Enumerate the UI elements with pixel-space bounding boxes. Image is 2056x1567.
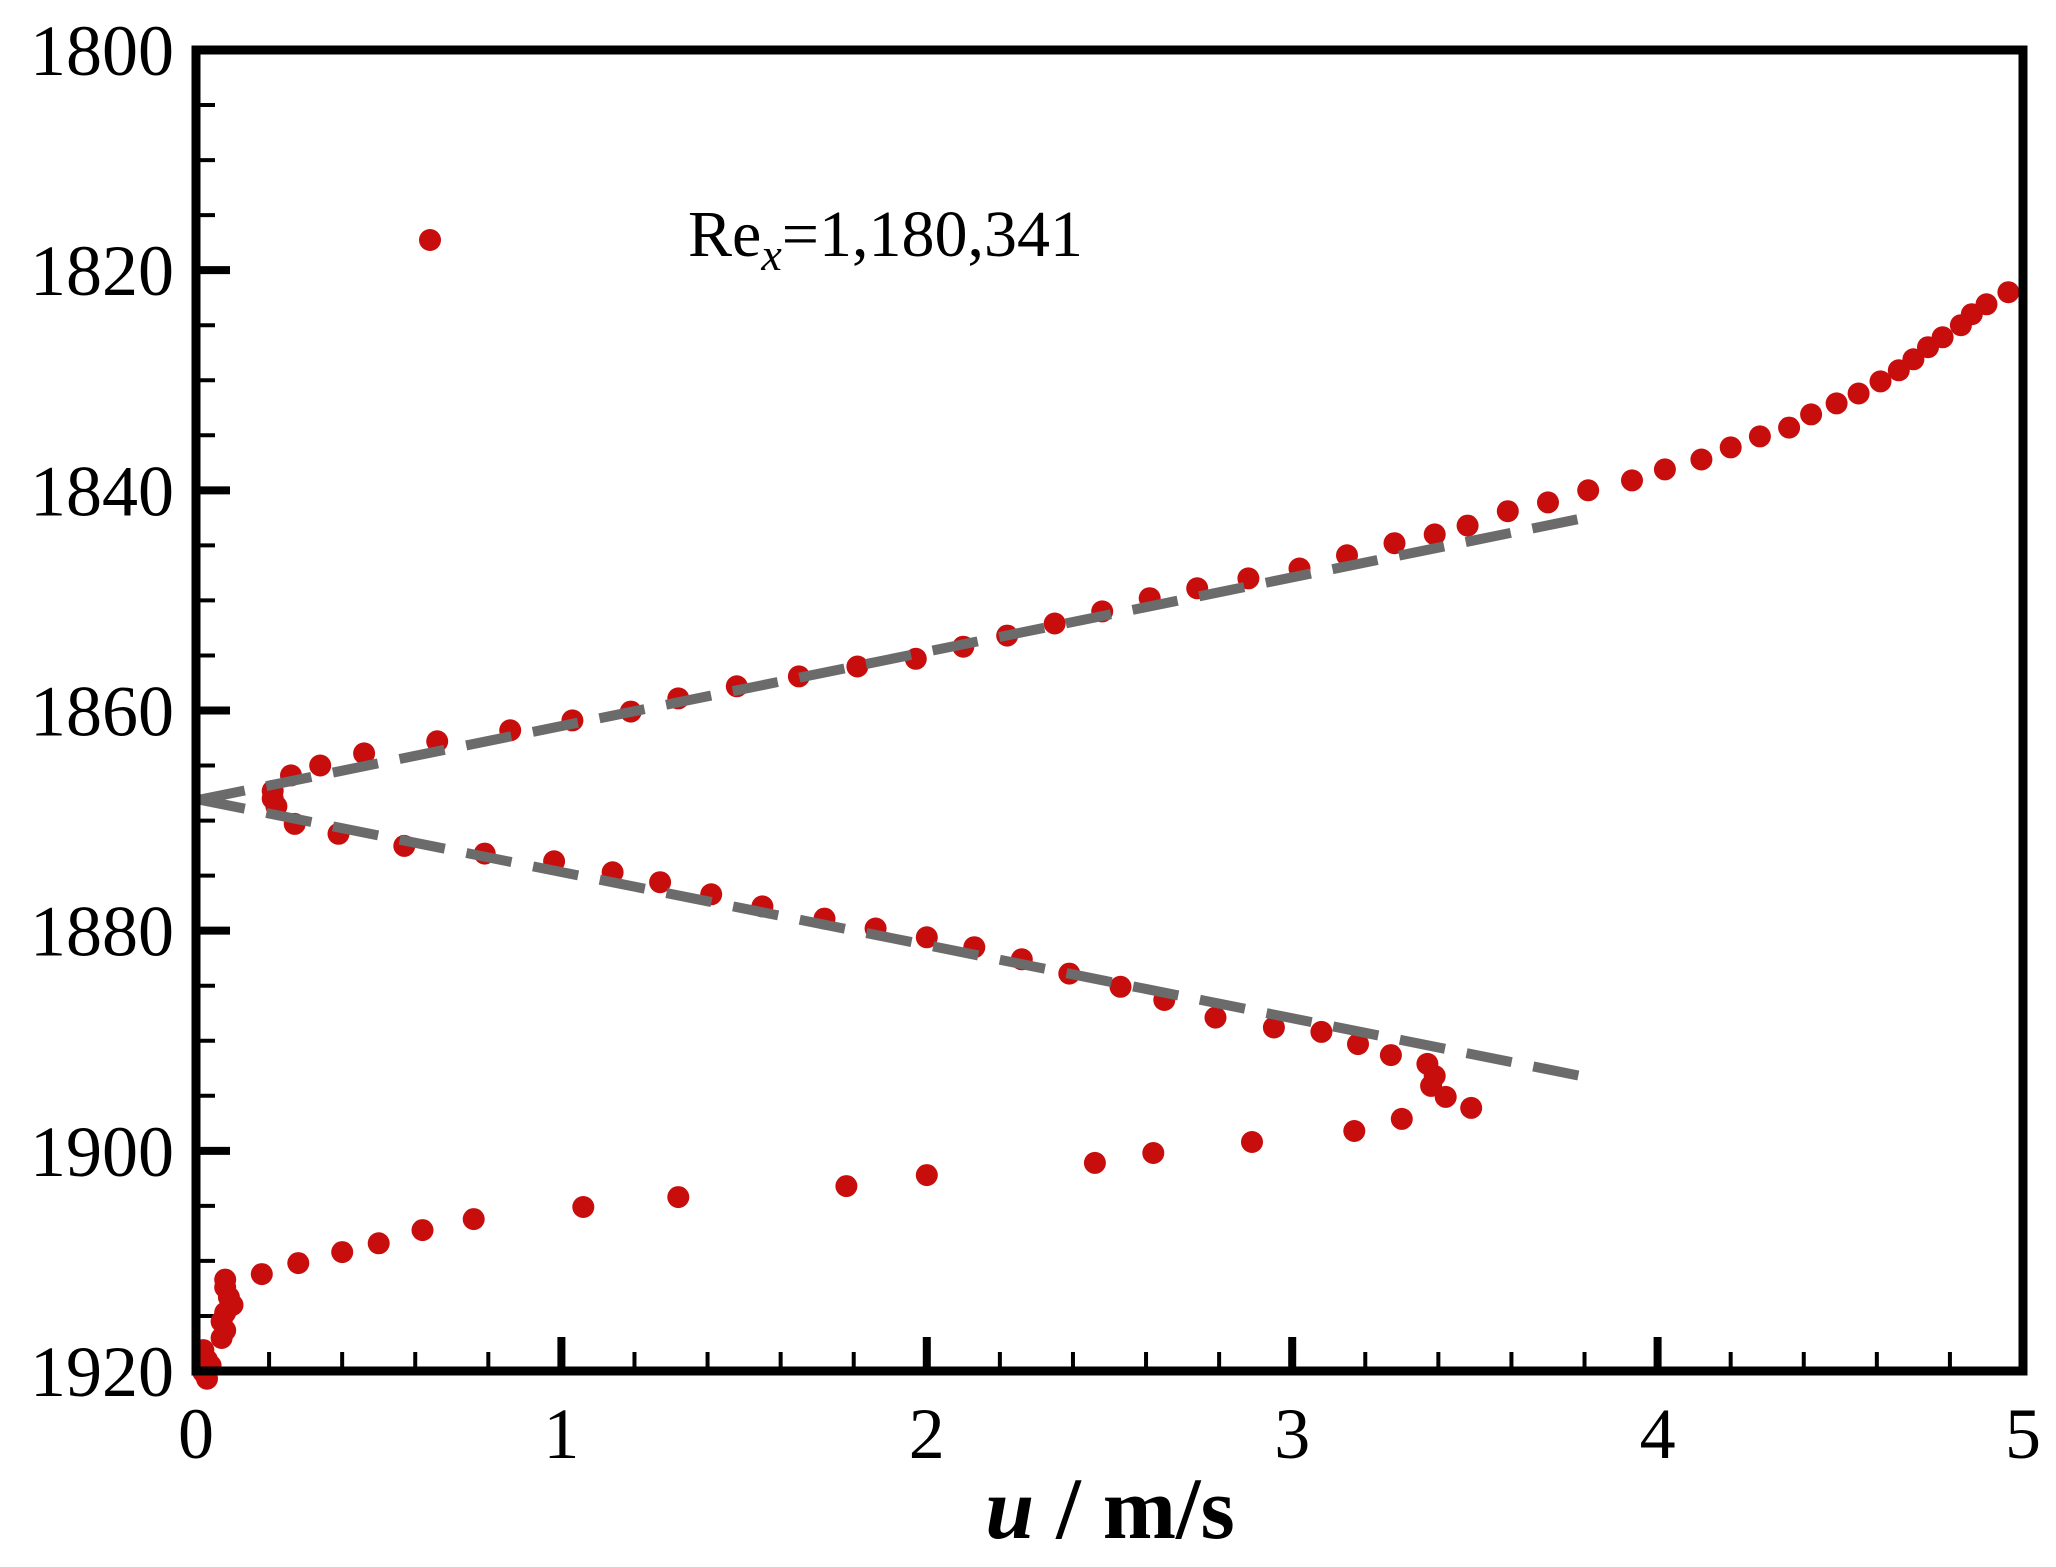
data-point: [915, 926, 938, 949]
y-tick-label: 1900: [30, 1112, 174, 1192]
data-point: [846, 655, 869, 678]
data-point: [1719, 436, 1742, 459]
shear-layer-dashed-lines: [198, 510, 1597, 1081]
x-axis-ticks: [192, 1337, 2027, 1371]
data-point: [1847, 382, 1870, 405]
data-point: [367, 1232, 390, 1255]
x-tick-label: 3: [1274, 1394, 1310, 1474]
data-point: [250, 1263, 273, 1286]
data-point: [1204, 1006, 1227, 1029]
data-point: [1869, 370, 1892, 393]
data-point: [1577, 479, 1600, 502]
data-point: [411, 1219, 434, 1242]
data-point: [1390, 1107, 1413, 1130]
data-point: [1917, 336, 1939, 359]
data-point: [353, 742, 376, 765]
data-point: [287, 1252, 310, 1275]
legend: Rex=1,180,341: [419, 198, 1083, 280]
data-point: [1825, 392, 1848, 415]
data-point: [1379, 1044, 1402, 1067]
data-points: [192, 281, 2020, 1390]
data-point: [1262, 1016, 1285, 1039]
x-tick-label: 2: [909, 1394, 945, 1474]
data-point: [667, 1186, 690, 1209]
data-point: [1083, 1151, 1106, 1174]
data-point: [1887, 359, 1910, 382]
data-point: [1043, 612, 1066, 635]
x-axis-title: u / m/s: [985, 1461, 1234, 1558]
data-point: [1537, 491, 1559, 514]
legend-marker-circle-icon: [419, 229, 441, 251]
lower-shear-layer-dashed-fit: [198, 794, 1582, 1081]
y-axis-ticks: [196, 46, 230, 1375]
upper-shear-layer-dashed-fit: [198, 510, 1597, 805]
x-tick-label: 4: [1640, 1394, 1676, 1474]
y-axis-tick-labels: 1800 1820 1840 1860 1880 1900 1920: [30, 11, 174, 1412]
data-point: [915, 1164, 938, 1187]
data-point: [1310, 1020, 1333, 1043]
y-tick-label: 1840: [30, 451, 174, 531]
data-point: [1653, 458, 1676, 481]
data-point: [1423, 523, 1446, 546]
data-point: [787, 665, 810, 688]
plot-border: [191, 45, 2028, 1376]
data-point: [1800, 403, 1823, 426]
data-point: [1778, 416, 1801, 439]
data-point: [835, 1175, 858, 1198]
data-point: [1460, 1096, 1483, 1119]
y-tick-label: 1800: [30, 11, 174, 91]
data-point: [462, 1208, 485, 1231]
data-point: [331, 1241, 354, 1264]
data-point: [1690, 448, 1713, 471]
x-tick-label: 5: [2005, 1394, 2041, 1474]
y-tick-label: 1820: [30, 231, 174, 311]
x-axis-tick-labels: 0 1 2 3 4 5: [178, 1394, 2041, 1474]
data-point: [1343, 1120, 1366, 1142]
data-point: [1748, 425, 1771, 448]
data-point: [1997, 281, 2020, 304]
data-point: [572, 1196, 595, 1218]
data-point: [1347, 1033, 1369, 1056]
data-point: [1496, 500, 1519, 523]
data-point: [649, 871, 672, 894]
data-point: [1434, 1085, 1457, 1108]
x-tick-label: 1: [543, 1394, 579, 1474]
data-point: [1621, 469, 1643, 492]
legend-label: Rex=1,180,341: [688, 198, 1083, 280]
data-point: [210, 1327, 233, 1349]
data-point: [1241, 1131, 1263, 1153]
y-tick-label: 1880: [30, 892, 174, 972]
y-tick-label: 1920: [30, 1332, 174, 1412]
data-point: [1949, 314, 1972, 337]
data-point: [1142, 1142, 1165, 1164]
x-tick-label: 0: [178, 1394, 214, 1474]
data-point: [1456, 514, 1479, 537]
data-point: [309, 754, 332, 777]
data-point: [1383, 532, 1406, 555]
data-point: [1109, 975, 1132, 998]
y-tick-label: 1860: [30, 672, 174, 752]
